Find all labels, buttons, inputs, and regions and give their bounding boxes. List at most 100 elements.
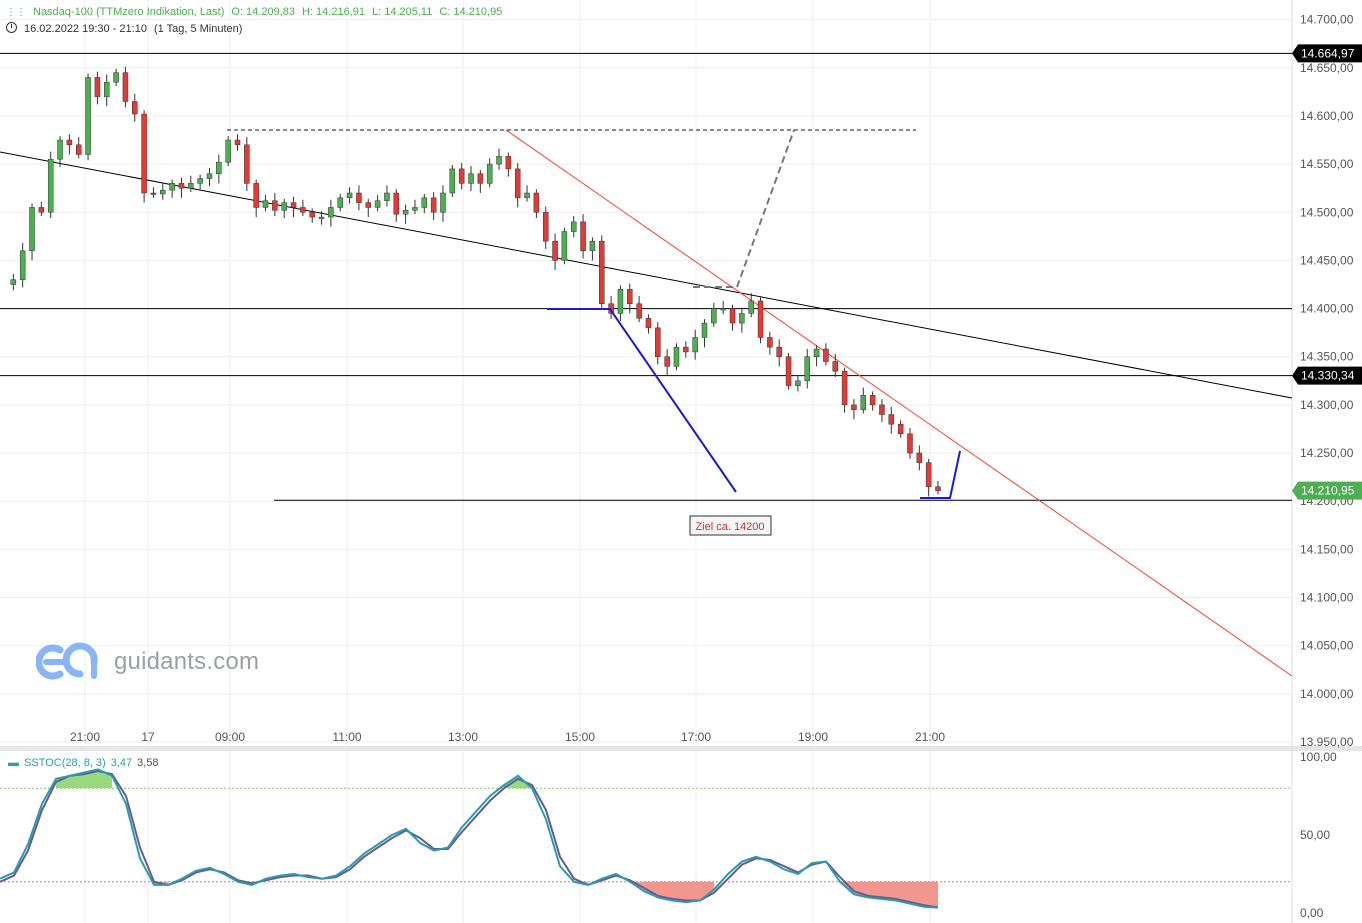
candle-body [739, 313, 745, 324]
x-tick-label: 13:00 [448, 730, 478, 744]
y-tick-label: 14.100,00 [1300, 591, 1354, 605]
candle-body [692, 337, 698, 353]
candle-body [907, 433, 913, 454]
candle-body [300, 207, 306, 213]
y-tick-label: 14.050,00 [1300, 639, 1354, 653]
candle-body [785, 356, 792, 386]
y-tick-label: 14.650,00 [1300, 61, 1354, 75]
candle-body [542, 212, 549, 242]
oscillator-legend[interactable]: ▬ SSTOC(28, 8, 3) 3,47 3,58 [8, 757, 164, 769]
x-tick-label: 15:00 [565, 730, 595, 744]
candle-body [206, 173, 213, 179]
candle-body [683, 346, 689, 353]
pane-divider [0, 746, 1362, 751]
y-tick-label: 14.600,00 [1300, 109, 1354, 123]
candle-body [160, 189, 166, 195]
x-tick-label: 21:00 [915, 730, 945, 744]
candle-body [720, 308, 726, 311]
candle-body [860, 395, 867, 410]
x-tick-label: 09:00 [215, 730, 245, 744]
guidants-logo-icon [36, 642, 98, 680]
y-tick-label: 14.000,00 [1300, 687, 1354, 701]
candle-body [514, 168, 521, 199]
candle-body [804, 356, 810, 382]
candle-body [272, 200, 278, 211]
x-tick-label: 17 [141, 730, 155, 744]
candle-body [374, 200, 381, 208]
candle-body [412, 207, 418, 211]
candle-body [748, 300, 754, 314]
candle-body [85, 77, 91, 155]
candle-body [524, 192, 530, 199]
x-tick-label: 17:00 [681, 730, 711, 744]
candle-body [29, 207, 35, 252]
y-tick-label: 14.500,00 [1300, 205, 1354, 219]
candle-body [440, 192, 446, 213]
close-value: C: 14.210,95 [439, 6, 503, 18]
candle-body [458, 168, 465, 184]
y-tick-label: 14.400,00 [1300, 302, 1354, 316]
candle-body [813, 348, 820, 357]
candle-body [823, 348, 829, 362]
candle-body [776, 346, 782, 357]
clock-icon [6, 22, 17, 33]
price-tag-bg [1292, 481, 1362, 500]
candle-body [617, 289, 624, 314]
osc-overbought-fill [56, 769, 112, 789]
candle-body [10, 279, 17, 285]
candle-body [711, 308, 717, 324]
candle-body [468, 173, 474, 184]
candle-body [888, 414, 895, 425]
oscillator-value-d: 3,58 [137, 757, 159, 769]
price-tag: 14.664,97 [1292, 44, 1362, 63]
candle-body [636, 303, 642, 319]
candle-body [599, 240, 605, 305]
y-tick-label: 14.700,00 [1300, 13, 1354, 27]
candlestick-icon: ⋮⋮ [6, 7, 26, 18]
price-tag-label: 14.330,34 [1301, 369, 1355, 383]
osc-oversold-fill [630, 881, 714, 903]
candle-body [309, 212, 315, 218]
price-tag-bg [1292, 44, 1362, 63]
open-value: O: 14.209,83 [231, 6, 295, 18]
candle-body [150, 192, 157, 195]
candle-body [430, 197, 437, 213]
candle-body [132, 101, 138, 115]
target-annotation: Ziel ca. 14200 [689, 515, 772, 536]
candle-body [832, 361, 839, 372]
candle-body [916, 452, 923, 463]
candle-body [570, 221, 577, 232]
candle-body [122, 72, 129, 102]
candle-body [841, 370, 848, 406]
candle-body [496, 156, 502, 165]
candle-body [66, 139, 73, 146]
x-tick-label: 11:00 [332, 730, 361, 744]
guidants-logo: guidants.com [36, 640, 259, 684]
y-tick-label: 14.450,00 [1300, 253, 1354, 267]
candle-body [402, 210, 409, 215]
candle-body [356, 192, 362, 203]
candle-body [477, 173, 484, 184]
candle-body [869, 395, 876, 406]
candle-body [47, 159, 54, 213]
osc-oversold-fill [840, 881, 938, 908]
candle-body [234, 139, 241, 146]
candle-body [486, 163, 493, 184]
candle-body [328, 207, 334, 218]
candle-body [767, 337, 773, 348]
trendline-black [0, 151, 1293, 399]
candle-body [178, 183, 185, 189]
candle-body [281, 202, 287, 211]
candle-body [449, 168, 456, 194]
high-value: H: 14.216,91 [301, 6, 365, 18]
candle-body [589, 240, 596, 252]
instrument-name[interactable]: Nasdaq-100 (TTMzero Indikation, Last) [33, 6, 225, 18]
candle-body [701, 322, 708, 338]
candle-body [925, 462, 932, 488]
osc-y-tick-label: 100,00 [1300, 750, 1337, 764]
osc-k-line [0, 768, 939, 909]
candle-body [244, 144, 250, 184]
osc-y-tick-label: 0,00 [1300, 906, 1324, 920]
candle-body [365, 202, 372, 208]
